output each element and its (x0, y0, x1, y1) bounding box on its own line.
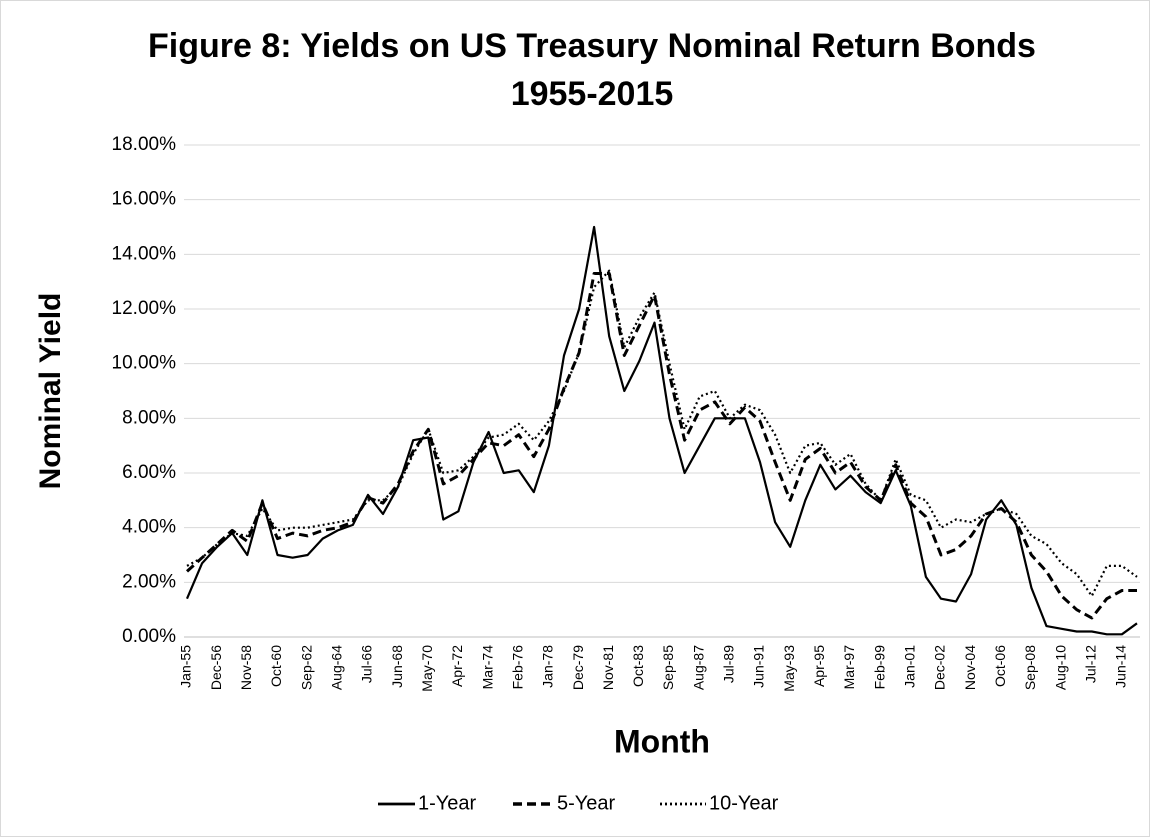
y-tick-label: 18.00% (112, 134, 177, 155)
x-tick-label: Jan-55 (178, 645, 194, 688)
y-tick-label: 12.00% (112, 298, 177, 319)
series-line (185, 225, 1138, 636)
x-tick-label: May-93 (781, 645, 797, 692)
x-tick-label: Jan-01 (902, 645, 918, 688)
x-tick-label: Aug-87 (690, 645, 706, 690)
x-tick-label: Jun-68 (389, 645, 405, 688)
x-tick-label: Feb-99 (871, 645, 887, 690)
legend-label: 5-Year (557, 792, 616, 814)
x-tick-label: Oct-60 (268, 645, 284, 687)
y-tick-label: 14.00% (112, 243, 177, 264)
y-tick-label: 4.00% (122, 517, 176, 538)
x-tick-label: Jun-14 (1113, 645, 1129, 688)
x-tick-label: Jan-78 (540, 645, 556, 688)
y-tick-label: 0.00% (122, 626, 176, 647)
x-tick-label: Nov-04 (962, 645, 978, 690)
x-tick-label: Sep-85 (660, 645, 676, 690)
x-axis-label: Month (614, 723, 710, 759)
x-tick-label: Dec-56 (208, 645, 224, 690)
legend-label: 10-Year (709, 792, 779, 814)
x-tick-label: Apr-95 (811, 645, 827, 687)
chart-title: 1955-2015 (511, 75, 674, 113)
x-tick-label: Nov-81 (600, 645, 616, 690)
y-tick-label: 10.00% (112, 353, 177, 374)
y-tick-label: 2.00% (122, 571, 176, 592)
x-tick-label: Mar-97 (841, 645, 857, 690)
x-tick-label: Jul-89 (721, 645, 737, 683)
x-tick-label: Jul-66 (359, 645, 375, 683)
y-tick-label: 6.00% (122, 462, 176, 483)
y-tick-label: 16.00% (112, 189, 177, 210)
chart-title: Figure 8: Yields on US Treasury Nominal … (148, 27, 1036, 65)
x-tick-label: Oct-83 (630, 645, 646, 687)
x-tick-label: Mar-74 (479, 645, 495, 690)
x-tick-label: Jun-91 (751, 645, 767, 688)
x-tick-label: Sep-08 (1022, 645, 1038, 690)
y-tick-label: 8.00% (122, 407, 176, 428)
x-tick-label: Oct-06 (992, 645, 1008, 687)
series-line (186, 269, 1138, 598)
legend-label: 1-Year (418, 792, 477, 814)
x-tick-label: Aug-64 (328, 645, 344, 690)
x-tick-label: Aug-10 (1052, 645, 1068, 690)
x-tick-label: Dec-02 (932, 645, 948, 690)
x-tick-label: Nov-58 (238, 645, 254, 690)
y-axis-label: Nominal Yield (34, 293, 67, 490)
x-tick-label: Sep-62 (298, 645, 314, 690)
x-tick-label: Feb-76 (509, 645, 525, 690)
x-tick-label: May-70 (419, 645, 435, 692)
x-tick-label: Jul-12 (1082, 645, 1098, 683)
x-tick-label: Dec-79 (570, 645, 586, 690)
series-line (185, 272, 1137, 620)
x-tick-label: Apr-72 (449, 645, 465, 687)
